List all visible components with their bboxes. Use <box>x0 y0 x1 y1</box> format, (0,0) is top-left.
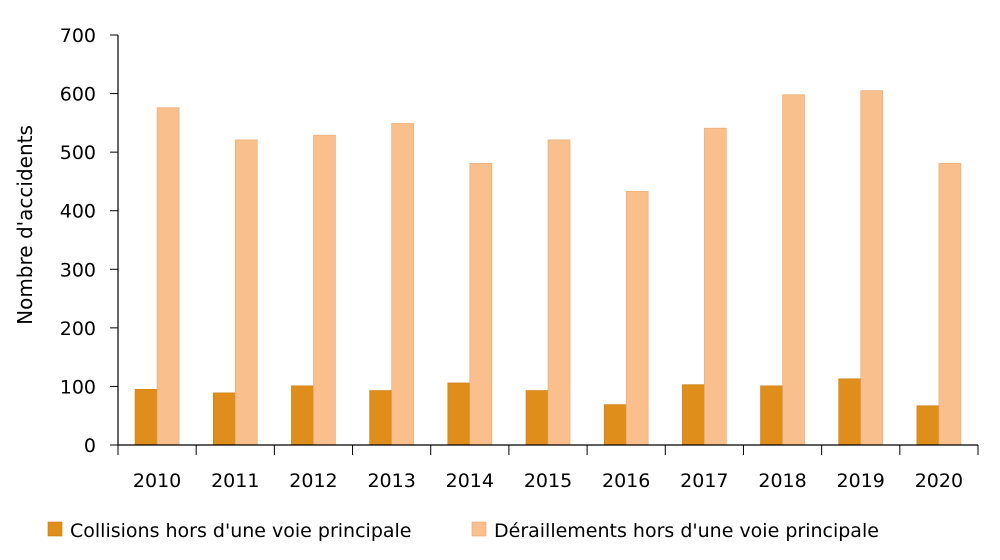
bar-deraillements <box>547 139 571 446</box>
bar-collisions <box>447 382 471 446</box>
y-tick-label: 400 <box>60 201 96 223</box>
bar-deraillements <box>625 191 649 446</box>
y-axis: 0 100 200 300 400 500 600 700 <box>60 25 118 457</box>
y-tick-label: 300 <box>60 259 96 281</box>
x-axis: 2010 2011 2012 2013 2014 2015 2016 2017 2018 2019… <box>117 445 979 492</box>
bar-deraillements <box>938 162 962 446</box>
y-tick-label: 100 <box>60 376 96 398</box>
x-tick-label: 2020 <box>915 470 963 492</box>
bar-deraillements <box>391 123 414 446</box>
axis-lines <box>117 35 978 446</box>
bar-deraillements <box>860 90 884 446</box>
y-tick-label: 200 <box>60 318 96 340</box>
bar-deraillements <box>704 127 727 446</box>
x-tick-label: 2015 <box>524 470 572 492</box>
legend-swatch <box>47 521 63 537</box>
x-tick-label: 2010 <box>133 470 181 492</box>
bar-deraillements <box>234 139 258 446</box>
x-tick-label: 2013 <box>367 470 415 492</box>
bar-collisions <box>525 390 549 446</box>
bar-collisions <box>291 385 314 446</box>
y-tick-label: 600 <box>60 84 96 106</box>
x-tick-label: 2017 <box>680 470 728 492</box>
x-tick-label: 2014 <box>446 470 494 492</box>
x-tick-label: 2011 <box>211 470 259 492</box>
bar-deraillements <box>782 94 805 446</box>
legend-label: Collisions hors d'une voie principale <box>70 520 412 542</box>
bar-collisions <box>134 389 158 446</box>
legend: Collisions hors d'une voie principale Dér… <box>47 520 879 542</box>
x-tick-label: 2018 <box>758 470 806 492</box>
bar-collisions <box>760 385 783 446</box>
bar-collisions <box>838 378 862 446</box>
legend-label: Déraillements hors d'une voie principale <box>494 520 879 542</box>
x-tick-label: 2019 <box>837 470 885 492</box>
bar-deraillements <box>156 107 180 446</box>
bar-collisions <box>212 392 236 446</box>
bar-deraillements <box>469 162 493 446</box>
bar-collisions <box>682 384 705 446</box>
y-tick-label: 500 <box>60 142 96 164</box>
legend-swatch <box>471 521 487 537</box>
bar-collisions <box>603 404 627 446</box>
y-tick-label: 700 <box>60 25 96 47</box>
bar-series-group <box>134 90 962 446</box>
bar-deraillements <box>313 134 336 446</box>
x-tick-label: 2016 <box>602 470 650 492</box>
bar-collisions <box>916 405 940 446</box>
y-tick-label: 0 <box>84 435 96 457</box>
y-axis-title: Nombre d'accidents <box>13 125 37 325</box>
x-tick-label: 2012 <box>289 470 337 492</box>
bar-collisions <box>369 390 392 446</box>
